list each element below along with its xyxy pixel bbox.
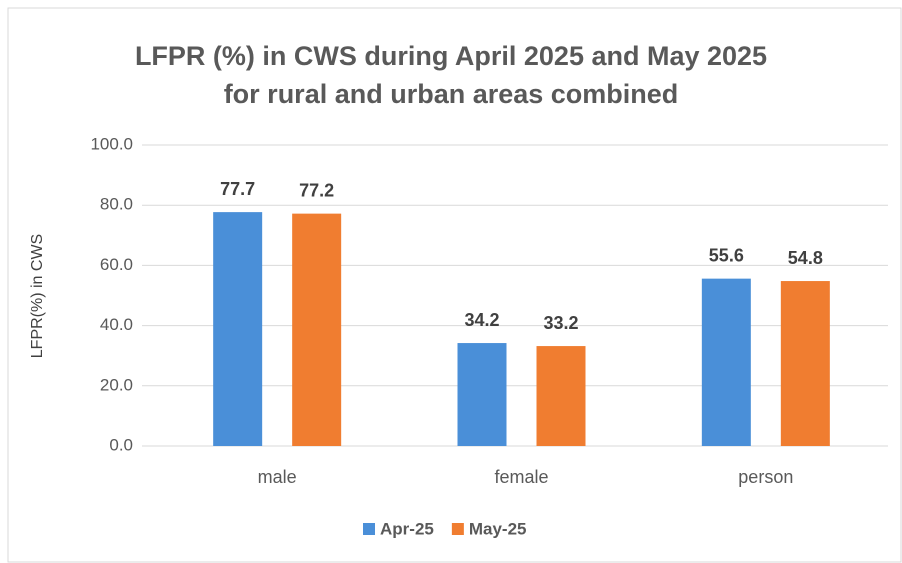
bar xyxy=(536,346,586,446)
y-tick-label: 80.0 xyxy=(100,195,133,214)
chart-title: LFPR (%) in CWS during April 2025 and Ma… xyxy=(135,41,767,71)
data-label: 77.2 xyxy=(299,180,334,200)
x-tick-label: person xyxy=(738,467,793,487)
bar xyxy=(701,278,751,446)
x-tick-label: male xyxy=(258,467,297,487)
legend-swatch xyxy=(363,523,375,535)
y-tick-label: 0.0 xyxy=(109,435,133,454)
data-label: 55.6 xyxy=(709,245,744,265)
data-label: 77.7 xyxy=(220,179,255,199)
legend-label: May-25 xyxy=(469,519,527,538)
bar xyxy=(780,281,830,446)
legend-label: Apr-25 xyxy=(380,519,434,538)
data-label: 33.2 xyxy=(543,313,578,333)
data-label: 54.8 xyxy=(788,248,823,268)
y-tick-label: 40.0 xyxy=(100,315,133,334)
y-tick-label: 20.0 xyxy=(100,375,133,394)
chart-frame xyxy=(7,7,902,563)
bar xyxy=(457,343,507,446)
data-label: 34.2 xyxy=(464,310,499,330)
bar xyxy=(292,213,342,446)
legend-swatch xyxy=(451,523,464,535)
x-tick-label: female xyxy=(494,467,548,487)
y-axis-title: LFPR(%) in CWS xyxy=(29,234,46,358)
y-tick-label: 100.0 xyxy=(90,134,133,153)
bar xyxy=(213,212,263,446)
y-tick-label: 60.0 xyxy=(100,255,133,274)
chart-title: for rural and urban areas combined xyxy=(224,79,679,109)
